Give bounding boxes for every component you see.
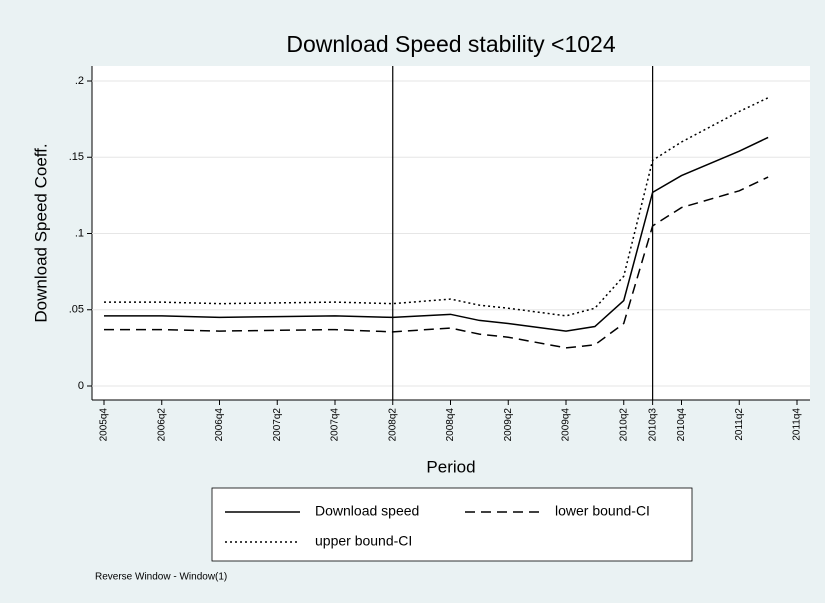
x-tick-label: 2007q4	[330, 408, 341, 442]
y-tick-label: .15	[69, 151, 84, 163]
x-tick-label: 2010q2	[618, 408, 629, 442]
x-axis-label: Period	[426, 457, 475, 476]
legend-label: lower bound-CI	[555, 503, 650, 519]
legend-label: Download speed	[315, 503, 419, 519]
x-tick-label: 2009q4	[561, 408, 572, 442]
x-tick-label: 2005q4	[99, 408, 110, 442]
y-tick-label: 0	[78, 380, 84, 392]
y-tick-label: .2	[75, 75, 84, 87]
x-tick-label: 2008q4	[445, 408, 456, 442]
y-tick-label: .1	[75, 227, 84, 239]
chart-title: Download Speed stability <1024	[286, 31, 615, 57]
x-tick-label: 2008q2	[387, 408, 398, 442]
data-line	[104, 136, 769, 332]
data-line	[104, 176, 769, 349]
x-tick-label: 2007q2	[272, 408, 283, 442]
y-axis-label: Download Speed Coeff.	[31, 143, 50, 322]
data-line	[104, 97, 769, 317]
note: Reverse Window - Window(1)	[95, 572, 227, 583]
x-tick-label: 2011q2	[734, 408, 745, 441]
x-tick-label: 2010q4	[676, 408, 687, 442]
y-tick-label: .05	[69, 304, 84, 316]
x-tick-label: 2006q4	[214, 408, 225, 442]
x-tick-label: 2011q4	[792, 408, 803, 441]
x-tick-label: 2009q2	[503, 408, 514, 442]
x-tick-label: 2006q2	[156, 408, 167, 442]
legend-label: upper bound-CI	[315, 533, 412, 549]
x-tick-label: 2010q3	[647, 408, 658, 442]
legend	[211, 487, 693, 562]
